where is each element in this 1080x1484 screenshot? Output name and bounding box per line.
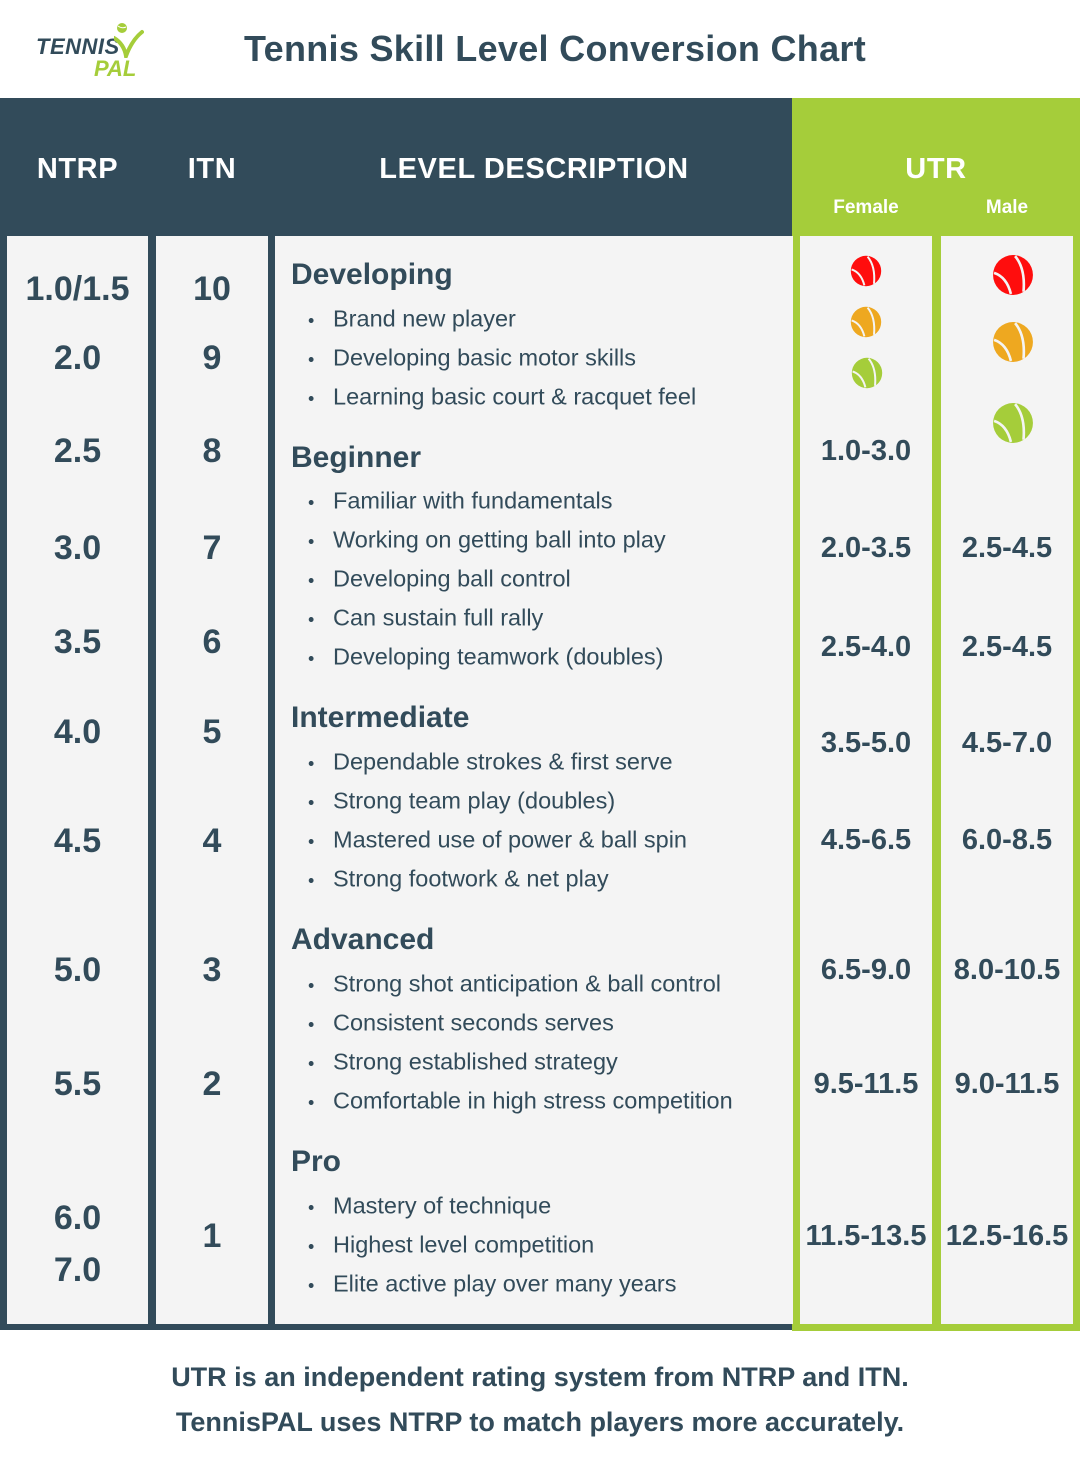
utr-male-value: 12.5-16.5 — [945, 1220, 1069, 1252]
orange-tennis-ball-icon — [993, 322, 1033, 362]
ntrp-value: 2.0 — [53, 339, 102, 377]
ntrp-column — [7, 236, 148, 1324]
itn-value: 3 — [202, 951, 222, 989]
red-tennis-ball-icon — [850, 255, 882, 287]
level-title-beginner: Beginner — [291, 441, 422, 474]
level-bullet: • Elite active play over many years — [308, 1270, 677, 1297]
utr-female-value: 9.5-11.5 — [813, 1068, 919, 1100]
level-bullet: • Highest level competition — [308, 1231, 595, 1258]
header-female: Female — [833, 197, 899, 218]
red-tennis-ball-icon — [993, 255, 1033, 295]
utr-male-column — [941, 236, 1073, 1324]
header-itn: ITN — [187, 153, 237, 185]
level-bullet: • Can sustain full rally — [308, 604, 544, 631]
header-level-description: LEVEL DESCRIPTION — [379, 153, 689, 185]
utr-female-value: 6.5-9.0 — [820, 954, 912, 986]
tennispal-logo: TENNIS PAL — [36, 20, 146, 82]
footer-note-line1: UTR is an independent rating system from… — [171, 1362, 909, 1392]
ntrp-value: 7.0 — [53, 1251, 102, 1289]
level-bullet: • Developing ball control — [308, 565, 571, 592]
utr-male-value: 2.5-4.5 — [961, 532, 1053, 564]
utr-female-value: 2.5-4.0 — [820, 631, 912, 663]
ntrp-value: 3.0 — [53, 529, 102, 567]
header-ntrp: NTRP — [36, 153, 119, 185]
orange-tennis-ball-icon — [850, 306, 882, 338]
ntrp-value: 3.5 — [53, 623, 102, 661]
ntrp-value: 4.0 — [53, 713, 102, 751]
level-bullet: • Mastery of technique — [308, 1192, 552, 1219]
utr-male-value: 2.5-4.5 — [961, 631, 1053, 663]
itn-value: 6 — [202, 623, 222, 661]
itn-value: 2 — [202, 1065, 222, 1103]
level-bullet: • Dependable strokes & first serve — [308, 748, 673, 775]
level-bullet: • Strong team play (doubles) — [308, 787, 616, 814]
ntrp-value: 4.5 — [53, 822, 102, 860]
utr-male-value: 4.5-7.0 — [961, 727, 1053, 759]
logo-text-tennis: TENNIS — [36, 34, 120, 59]
utr-male-value: 9.0-11.5 — [954, 1068, 1060, 1100]
green-tennis-ball-icon — [851, 357, 883, 389]
ntrp-value: 6.0 — [53, 1199, 102, 1237]
itn-value: 8 — [202, 432, 222, 470]
green-tennis-ball-icon — [993, 403, 1033, 443]
itn-value: 10 — [193, 270, 231, 308]
itn-value: 1 — [202, 1217, 222, 1255]
level-bullet: • Working on getting ball into play — [308, 526, 666, 553]
footer-note-line2: TennisPAL uses NTRP to match players mor… — [175, 1407, 905, 1437]
ntrp-value: 5.5 — [53, 1065, 102, 1103]
itn-column — [156, 236, 268, 1324]
level-title-advanced: Advanced — [291, 923, 435, 956]
level-bullet: • Mastered use of power & ball spin — [308, 826, 687, 853]
ntrp-value: 1.0/1.5 — [25, 270, 130, 308]
page-title: Tennis Skill Level Conversion Chart — [244, 28, 866, 69]
level-bullet: • Brand new player — [308, 305, 516, 332]
level-bullet: • Developing basic motor skills — [308, 344, 637, 371]
utr-female-value: 2.0-3.5 — [820, 532, 912, 564]
utr-female-value: 3.5-5.0 — [820, 727, 912, 759]
header-male: Male — [985, 197, 1029, 218]
level-bullet: • Consistent seconds serves — [308, 1009, 614, 1036]
level-bullet: • Familiar with fundamentals — [308, 487, 613, 514]
utr-female-value: 1.0-3.0 — [820, 435, 912, 467]
utr-female-column — [800, 236, 932, 1324]
utr-female-value: 4.5-6.5 — [820, 824, 912, 856]
level-title-pro: Pro — [291, 1145, 342, 1178]
level-bullet: • Developing teamwork (doubles) — [308, 643, 664, 670]
utr-male-value: 8.0-10.5 — [953, 954, 1061, 986]
itn-value: 5 — [202, 713, 222, 751]
ntrp-value: 2.5 — [53, 432, 102, 470]
tennis-ball-swoosh-icon — [114, 23, 144, 58]
description-column — [275, 236, 793, 1324]
level-bullet: • Learning basic court & racquet feel — [308, 383, 697, 410]
level-bullet: • Strong established strategy — [308, 1048, 618, 1075]
itn-value: 4 — [202, 822, 222, 860]
itn-value: 7 — [202, 529, 222, 567]
header-utr: UTR — [905, 153, 967, 185]
logo-text-pal: PAL — [94, 56, 137, 81]
level-title-intermediate: Intermediate — [291, 701, 470, 734]
itn-value: 9 — [202, 339, 222, 377]
utr-male-value: 6.0-8.5 — [961, 824, 1053, 856]
level-bullet: • Strong shot anticipation & ball control — [308, 970, 721, 997]
level-bullet: • Comfortable in high stress competition — [308, 1087, 733, 1114]
level-bullet: • Strong footwork & net play — [308, 865, 609, 892]
ntrp-value: 5.0 — [53, 951, 102, 989]
level-title-developing: Developing — [291, 258, 453, 291]
utr-female-value: 11.5-13.5 — [805, 1220, 927, 1252]
